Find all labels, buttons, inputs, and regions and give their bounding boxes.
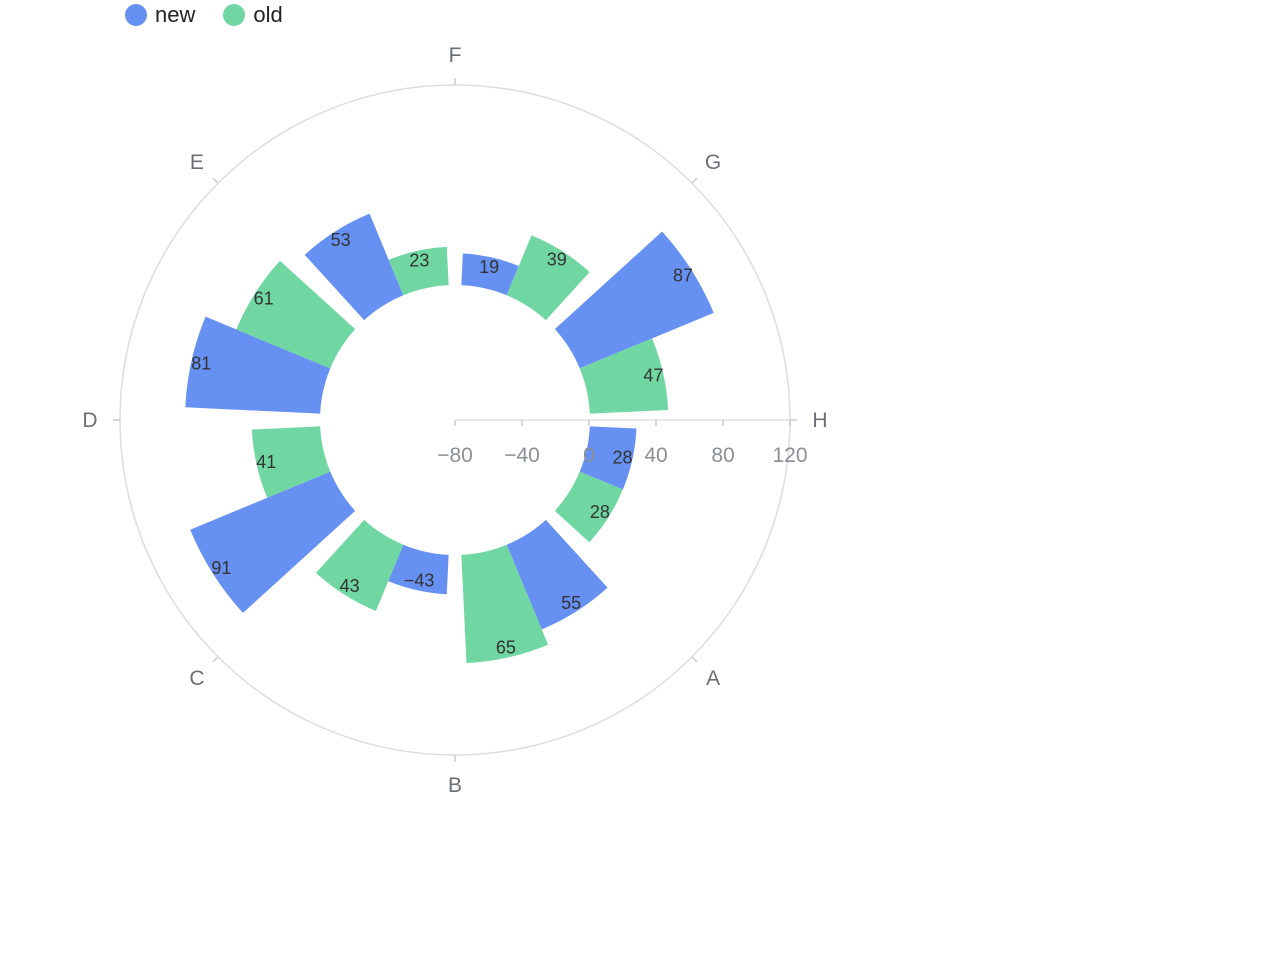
radius-tick-label: 40 xyxy=(644,444,667,467)
bar-new-D[interactable] xyxy=(190,471,356,613)
legend-marker-old xyxy=(223,4,246,26)
angle-tick xyxy=(212,656,219,663)
radius-tick-label: 80 xyxy=(711,444,734,467)
angle-label-B: B xyxy=(448,774,462,797)
angle-tick xyxy=(212,177,219,184)
radius-tick-label: 0 xyxy=(583,444,595,467)
data-label-old-C: 43 xyxy=(340,576,360,596)
data-label-new-H: 87 xyxy=(673,265,693,285)
bar-new-C[interactable] xyxy=(388,544,449,595)
bar-old-C[interactable] xyxy=(315,519,404,611)
bar-new-B[interactable] xyxy=(506,519,608,630)
bar-new-H[interactable] xyxy=(554,231,714,369)
data-label-new-E: 81 xyxy=(191,353,211,373)
bar-new-G[interactable] xyxy=(461,253,519,296)
angle-tick xyxy=(691,656,698,663)
bar-old-G[interactable] xyxy=(506,235,590,321)
angle-label-G: G xyxy=(705,151,721,174)
legend: new old xyxy=(125,2,283,28)
bar-old-F[interactable] xyxy=(388,246,449,296)
legend-marker-new xyxy=(125,4,147,26)
bar-old-H[interactable] xyxy=(579,338,669,414)
data-label-old-F: 23 xyxy=(409,251,429,271)
angle-label-A: A xyxy=(706,667,720,690)
data-label-new-F: 53 xyxy=(331,230,351,250)
bar-old-D[interactable] xyxy=(251,426,331,498)
bar-old-A[interactable] xyxy=(554,471,623,543)
legend-label-new: new xyxy=(155,2,196,27)
data-label-old-B: 65 xyxy=(496,638,516,658)
legend-item-new[interactable]: new xyxy=(125,2,195,28)
bar-new-A[interactable] xyxy=(579,426,637,490)
bars-layer xyxy=(185,213,714,664)
data-label-new-A: 28 xyxy=(613,447,633,467)
data-label-old-E: 61 xyxy=(254,289,274,309)
angle-label-C: C xyxy=(189,667,204,690)
radius-axis: −80 −40 0 40 80 120 xyxy=(437,419,808,467)
data-label-old-G: 39 xyxy=(547,250,567,270)
legend-item-old[interactable]: old xyxy=(223,2,283,28)
radius-tick-label: −80 xyxy=(437,444,473,467)
radius-tick-label: −40 xyxy=(504,444,540,467)
data-label-new-C: −43 xyxy=(404,570,435,590)
data-label-new-D: 91 xyxy=(211,558,231,578)
radius-tick-label: 120 xyxy=(772,444,807,467)
angle-label-H: H xyxy=(812,409,827,432)
angle-label-E: E xyxy=(190,151,204,174)
legend-label-old: old xyxy=(253,2,283,27)
data-label-old-A: 28 xyxy=(590,502,610,522)
angle-label-D: D xyxy=(82,409,97,432)
data-label-old-H: 47 xyxy=(643,366,663,386)
data-label-new-B: 55 xyxy=(561,593,581,613)
angle-tick xyxy=(691,177,698,184)
data-label-new-G: 19 xyxy=(479,257,499,277)
bar-old-E[interactable] xyxy=(236,260,356,369)
angle-label-F: F xyxy=(449,44,462,67)
angle-axis-labels: A B C D E F G H xyxy=(82,44,827,797)
data-labels-layer: 28 28 55 65 −43 43 91 41 81 61 53 23 19 39 87 47 xyxy=(191,230,693,658)
bar-new-E[interactable] xyxy=(185,316,331,414)
bar-old-B[interactable] xyxy=(461,544,549,664)
bar-new-F[interactable] xyxy=(304,213,404,321)
data-label-old-D: 41 xyxy=(256,452,276,472)
